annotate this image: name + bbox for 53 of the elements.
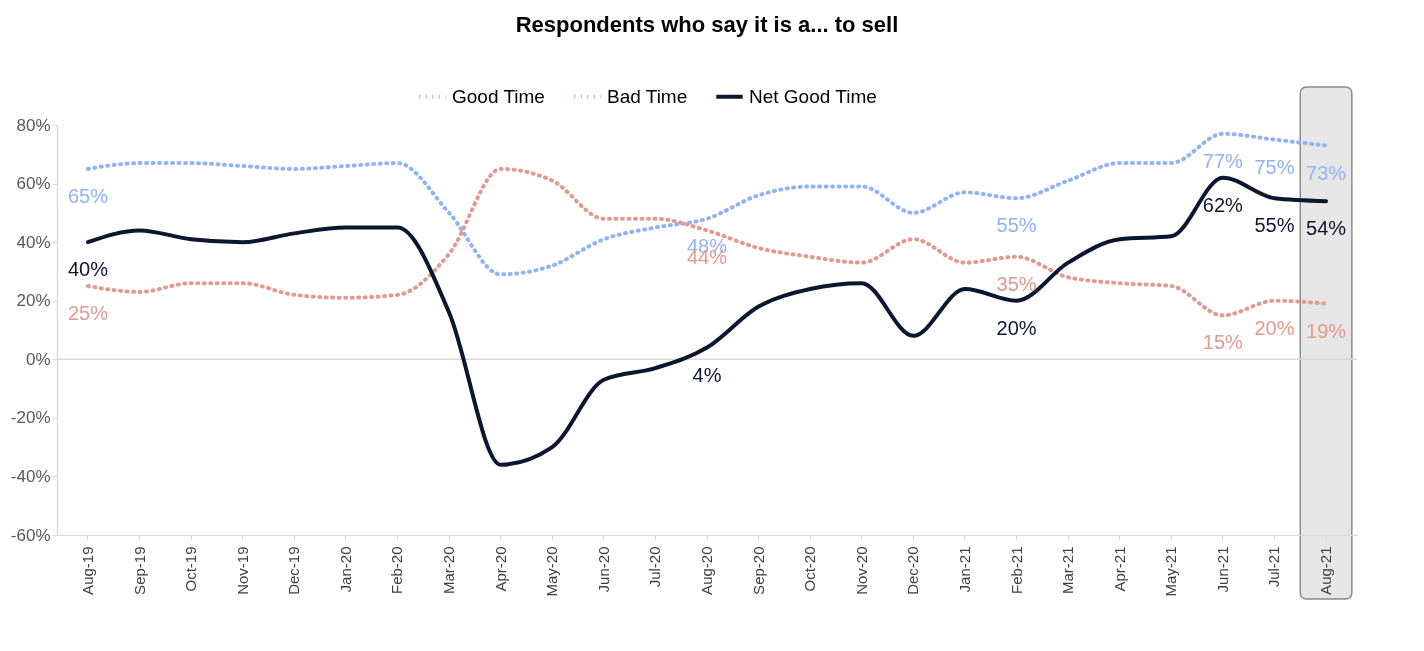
data-label: 19%	[1306, 319, 1347, 342]
data-label: 20%	[1254, 316, 1295, 339]
data-label: 20%	[996, 316, 1037, 339]
data-label: 4%	[692, 363, 722, 386]
x-tick-label: Aug-21	[1317, 546, 1335, 595]
y-tick-label: 80%	[16, 115, 51, 135]
data-label: 15%	[1202, 331, 1244, 354]
data-label: 62%	[1202, 193, 1244, 216]
x-tick-label: Jan-21	[955, 546, 973, 593]
data-label: 40%	[67, 258, 109, 281]
legend-label: Good Time	[452, 85, 545, 107]
data-label: 55%	[996, 214, 1037, 237]
data-label: 77%	[1202, 149, 1244, 172]
x-tick-label: Jul-21	[1265, 546, 1283, 588]
data-label: 65%	[67, 184, 109, 207]
data-label: 54%	[1306, 217, 1347, 240]
data-label: 25%	[67, 302, 109, 325]
x-tick-label: Feb-20	[388, 546, 406, 595]
x-tick-label: Sep-20	[749, 546, 767, 595]
data-label: 35%	[996, 272, 1037, 295]
x-tick-label: Dec-19	[285, 546, 303, 595]
x-tick-label: Nov-20	[852, 546, 870, 595]
legend-label: Net Good Time	[749, 85, 877, 107]
y-tick-label: -40%	[10, 466, 51, 486]
x-tick-label: Sep-19	[130, 546, 148, 595]
x-tick-label: May-21	[1162, 546, 1180, 597]
y-tick-label: -20%	[10, 408, 51, 428]
y-tick-label: 20%	[16, 291, 51, 311]
x-tick-label: Jun-21	[1213, 546, 1231, 593]
x-tick-label: Jun-20	[594, 546, 612, 593]
x-tick-label: Aug-19	[78, 546, 96, 595]
legend-label: Bad Time	[607, 85, 688, 107]
y-tick-label: 60%	[16, 174, 51, 194]
x-tick-label: Apr-20	[491, 546, 509, 592]
x-tick-label: Jan-20	[336, 546, 354, 593]
chart-title: Respondents who say it is a... to sell	[515, 12, 899, 37]
data-label: 55%	[1254, 214, 1295, 237]
x-tick-label: Aug-20	[698, 546, 715, 595]
y-tick-label: 0%	[25, 349, 51, 369]
x-tick-label: Dec-20	[904, 546, 922, 595]
x-tick-label: Jul-20	[646, 546, 664, 588]
y-tick-label: -60%	[10, 525, 51, 545]
x-tick-label: Mar-21	[1059, 546, 1077, 595]
x-tick-label: May-20	[543, 546, 561, 597]
x-tick-label: Mar-20	[440, 546, 458, 595]
x-tick-label: Oct-20	[801, 546, 819, 592]
x-tick-label: Oct-19	[182, 546, 200, 592]
x-tick-label: Apr-21	[1110, 546, 1128, 592]
y-tick-label: 40%	[16, 232, 51, 252]
x-tick-label: Nov-19	[233, 546, 251, 595]
data-label: 75%	[1254, 155, 1295, 178]
data-label: 73%	[1306, 161, 1347, 184]
x-tick-label: Feb-21	[1007, 546, 1025, 595]
